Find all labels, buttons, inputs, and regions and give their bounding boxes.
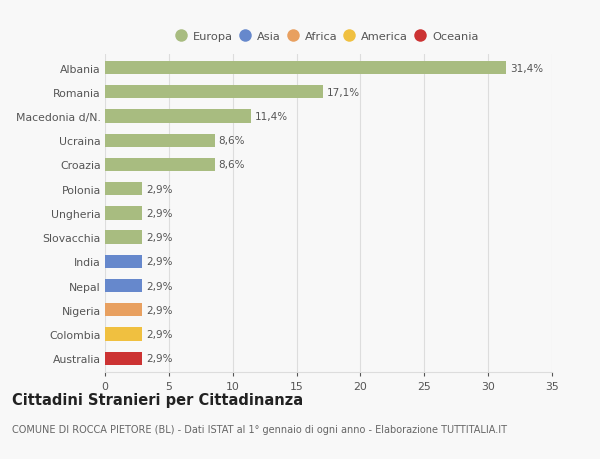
Text: 2,9%: 2,9%: [146, 281, 172, 291]
Bar: [105, 183, 142, 196]
Bar: [105, 86, 323, 99]
Text: COMUNE DI ROCCA PIETORE (BL) - Dati ISTAT al 1° gennaio di ogni anno - Elaborazi: COMUNE DI ROCCA PIETORE (BL) - Dati ISTA…: [12, 425, 507, 435]
Legend: Europa, Asia, Africa, America, Oceania: Europa, Asia, Africa, America, Oceania: [176, 29, 481, 45]
Text: 17,1%: 17,1%: [327, 88, 361, 98]
Bar: [105, 158, 215, 172]
Bar: [105, 207, 142, 220]
Text: 2,9%: 2,9%: [146, 329, 172, 339]
Text: 8,6%: 8,6%: [218, 160, 245, 170]
Bar: [105, 110, 251, 123]
Bar: [105, 328, 142, 341]
Text: 2,9%: 2,9%: [146, 208, 172, 218]
Bar: [105, 255, 142, 269]
Text: 8,6%: 8,6%: [218, 136, 245, 146]
Text: 31,4%: 31,4%: [510, 63, 543, 73]
Bar: [105, 62, 506, 75]
Text: 2,9%: 2,9%: [146, 353, 172, 364]
Bar: [105, 134, 215, 147]
Text: 2,9%: 2,9%: [146, 257, 172, 267]
Text: 11,4%: 11,4%: [254, 112, 287, 122]
Text: 2,9%: 2,9%: [146, 184, 172, 194]
Bar: [105, 280, 142, 293]
Text: 2,9%: 2,9%: [146, 233, 172, 243]
Text: 2,9%: 2,9%: [146, 305, 172, 315]
Bar: [105, 303, 142, 317]
Bar: [105, 352, 142, 365]
Text: Cittadini Stranieri per Cittadinanza: Cittadini Stranieri per Cittadinanza: [12, 392, 303, 408]
Bar: [105, 231, 142, 244]
